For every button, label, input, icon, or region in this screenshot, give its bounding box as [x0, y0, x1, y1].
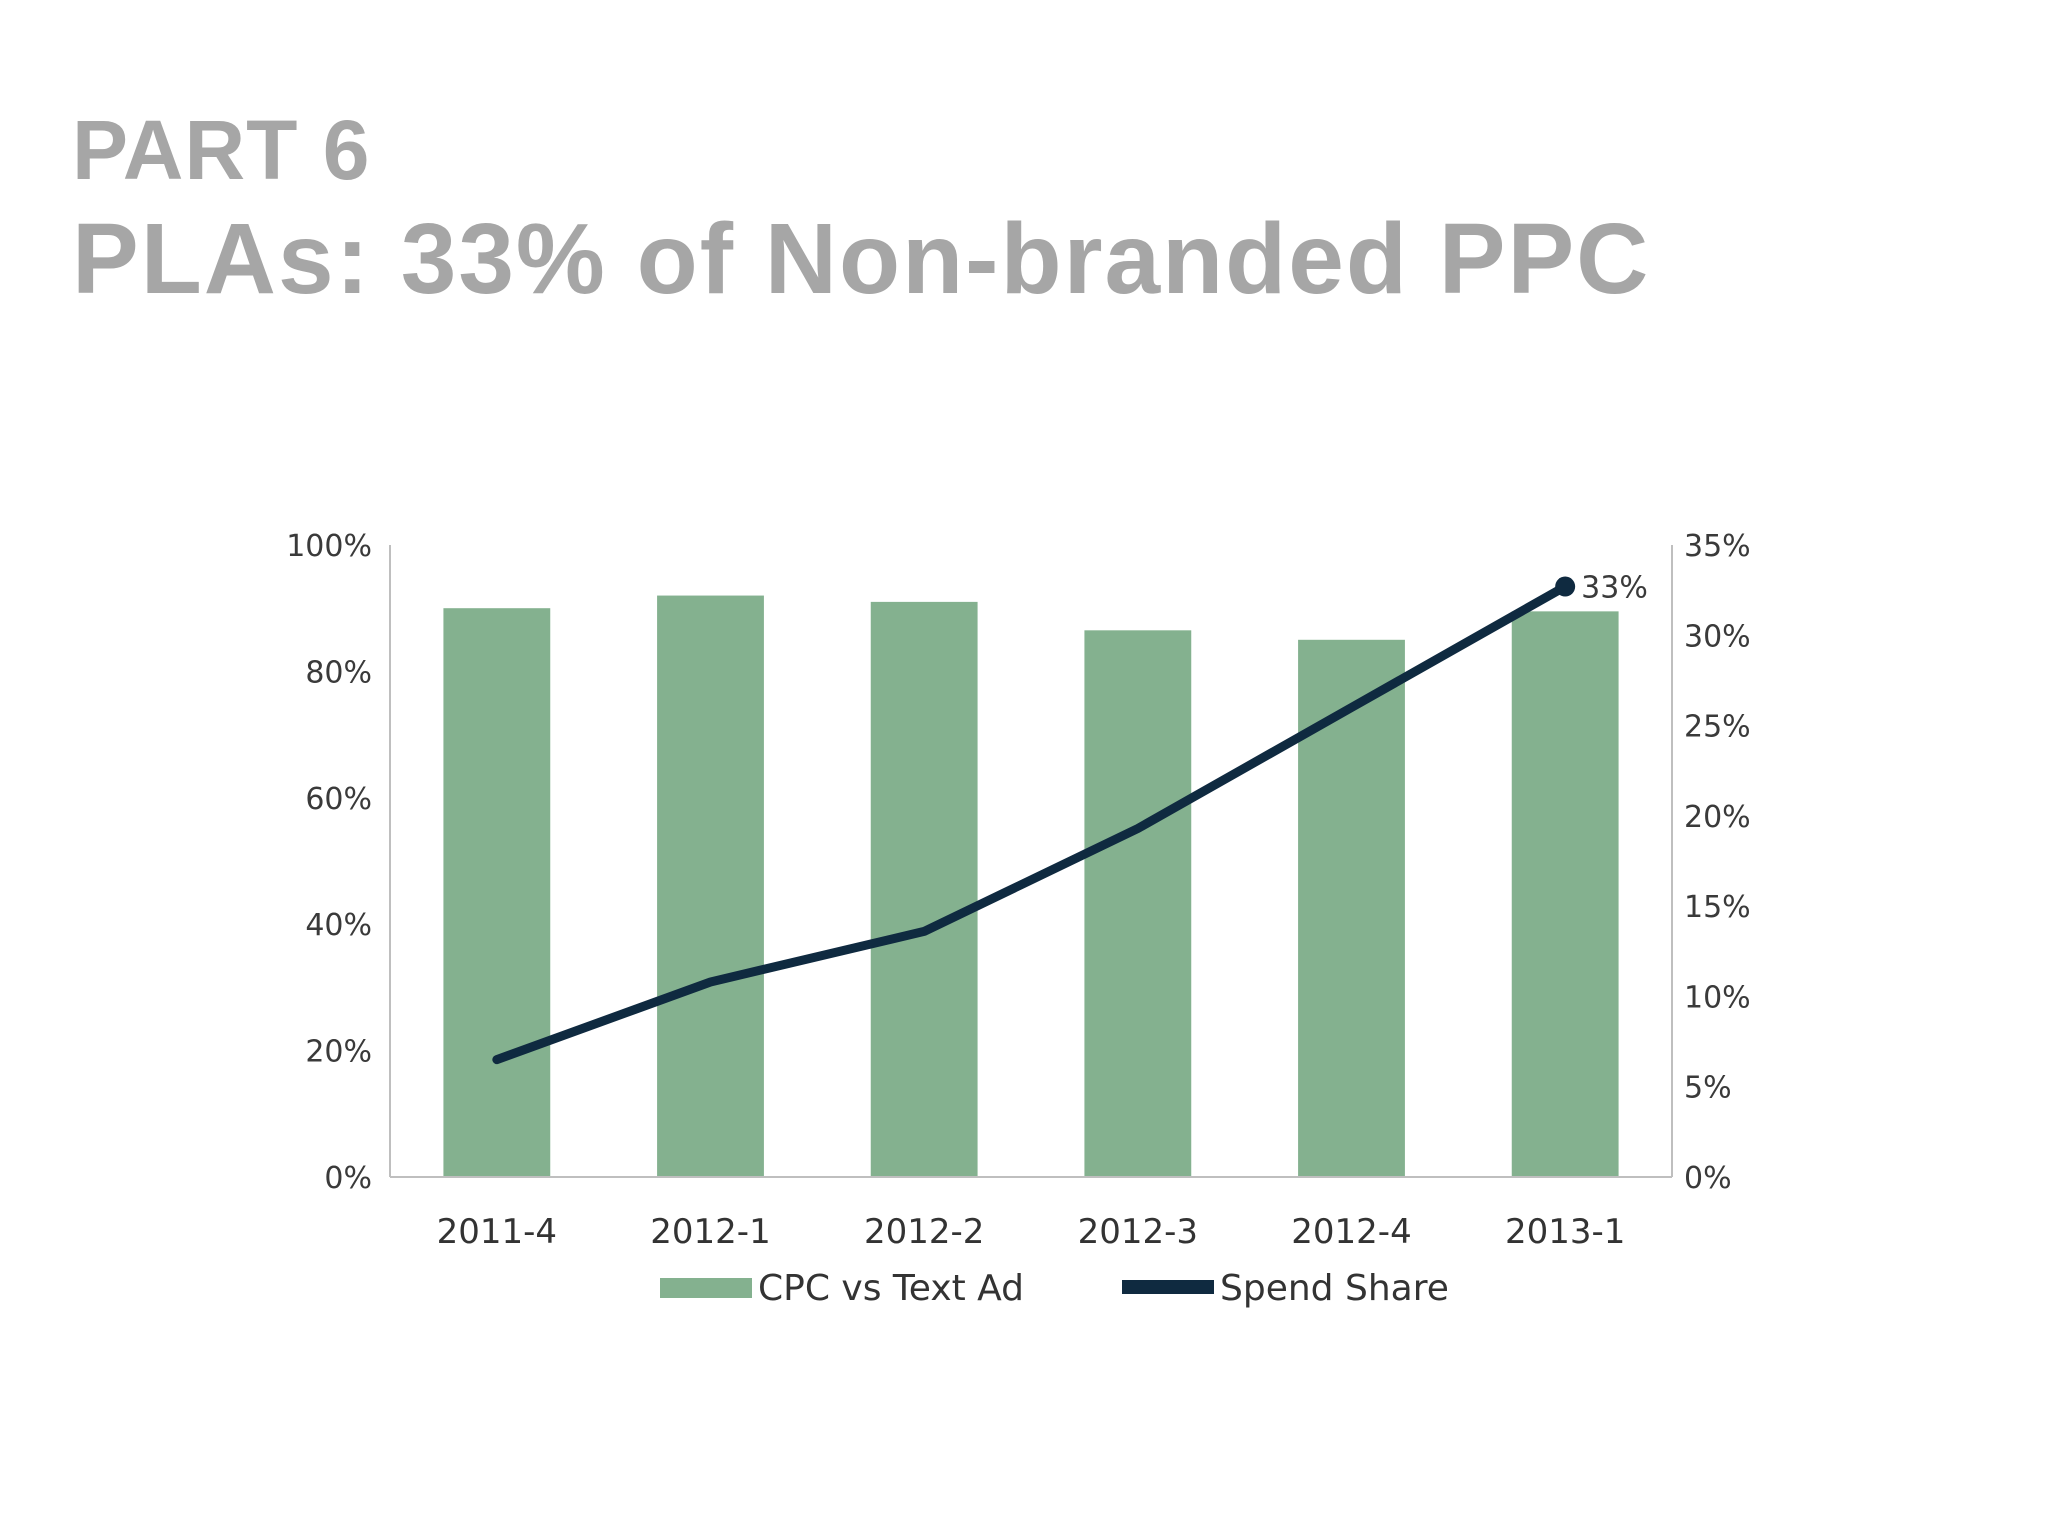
bar: [1298, 639, 1405, 1177]
data-label: 33%: [1581, 571, 1648, 606]
x-tick-label: 2013-1: [1505, 1212, 1625, 1252]
right-axis-ticks: 0% 5% 10% 15% 20% 25% 30% 35%: [1684, 529, 1751, 1196]
line-point-marker: [1555, 576, 1576, 597]
bar: [870, 601, 978, 1177]
legend: CPC vs Text Ad Spend Share: [660, 1268, 1449, 1309]
axes: [389, 545, 1673, 1178]
right-tick-label: 5%: [1684, 1071, 1732, 1106]
left-tick-label: 100%: [286, 529, 372, 564]
left-tick-label: 0%: [324, 1161, 372, 1196]
legend-label: CPC vs Text Ad: [758, 1268, 1024, 1309]
spend-share-line: [492, 582, 1570, 1065]
x-tick-label: 2012-3: [1078, 1212, 1198, 1252]
category-labels: 2011-4 2012-1 2012-2 2012-3 2012-4 2013-1: [437, 1212, 1626, 1252]
bar: [1084, 630, 1192, 1177]
right-tick-label: 0%: [1684, 1161, 1732, 1196]
bar: [443, 608, 551, 1177]
slide-title: PLAs: 33% of Non-branded PPC: [72, 203, 1651, 315]
left-axis-ticks: 0% 20% 40% 60% 80% 100%: [286, 529, 372, 1196]
slide-part-label: PART 6: [72, 103, 371, 197]
bar-series: [443, 595, 1619, 1177]
left-tick-label: 60%: [305, 782, 372, 817]
right-tick-label: 15%: [1684, 890, 1751, 925]
x-tick-label: 2012-2: [864, 1212, 984, 1252]
x-tick-label: 2011-4: [437, 1212, 557, 1252]
right-tick-label: 20%: [1684, 800, 1751, 835]
left-tick-label: 20%: [305, 1035, 372, 1070]
legend-label: Spend Share: [1220, 1268, 1449, 1309]
right-tick-label: 30%: [1684, 619, 1751, 654]
legend-swatch-line: [1122, 1280, 1214, 1294]
left-tick-label: 80%: [305, 655, 372, 690]
right-tick-label: 10%: [1684, 980, 1751, 1015]
line-series: 33%: [492, 571, 1648, 1065]
bar: [1511, 611, 1619, 1177]
right-tick-label: 35%: [1684, 529, 1751, 564]
x-tick-label: 2012-4: [1291, 1212, 1411, 1252]
x-tick-label: 2012-1: [650, 1212, 770, 1252]
title-block: PART 6 PLAs: 33% of Non-branded PPC: [72, 100, 1650, 318]
left-tick-label: 40%: [305, 908, 372, 943]
legend-swatch-bar: [660, 1278, 752, 1298]
right-tick-label: 25%: [1684, 710, 1751, 745]
bar: [657, 595, 764, 1177]
